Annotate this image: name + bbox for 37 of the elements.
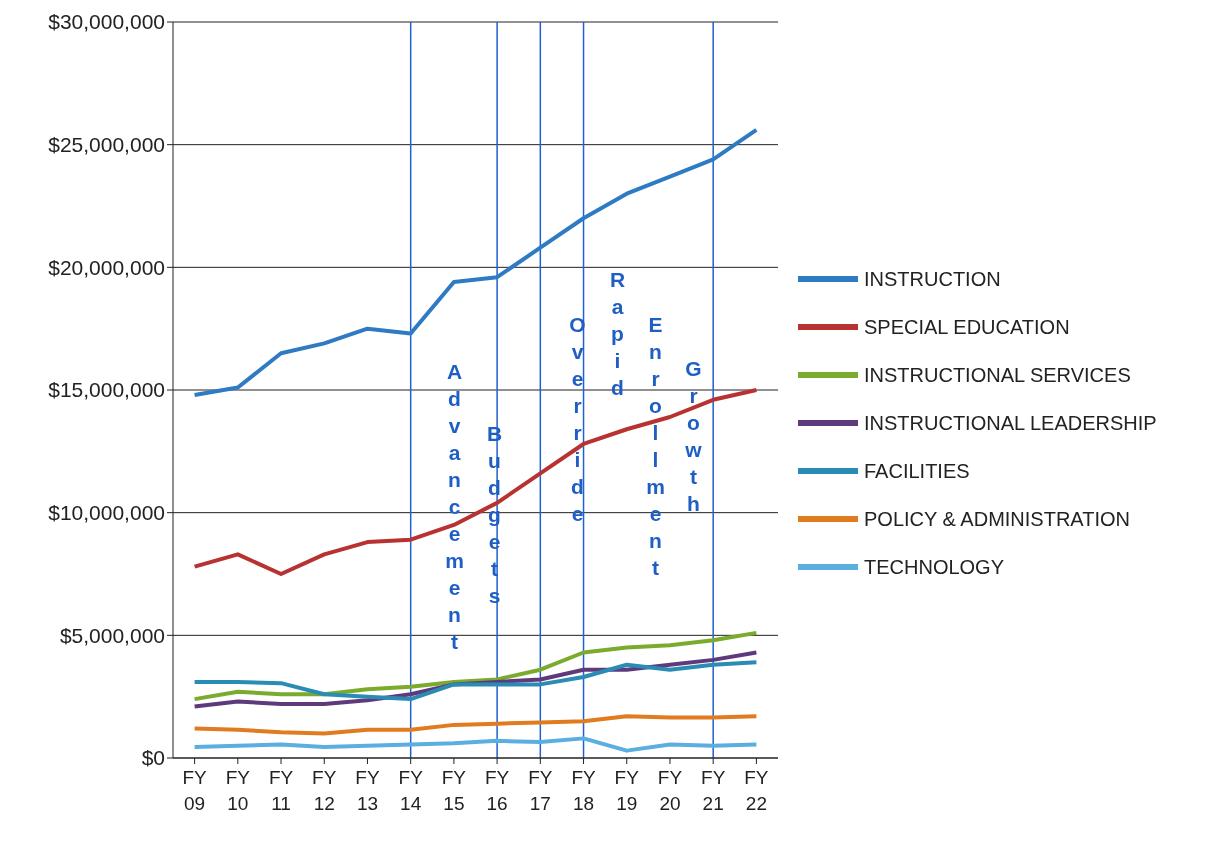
- legend-label: POLICY & ADMINISTRATION: [864, 507, 1130, 531]
- annotation: Growth: [682, 357, 705, 519]
- y-tick-label: $25,000,000: [48, 133, 165, 157]
- x-tick-label: FY 15: [441, 767, 467, 814]
- annotation: Rapid: [606, 268, 629, 403]
- x-tick-label: FY 13: [355, 767, 380, 814]
- legend-label: INSTRUCTIONAL LEADERSHIP: [864, 411, 1157, 435]
- x-tick-label: FY 09: [182, 767, 208, 814]
- x-tick-label: FY 20: [657, 767, 683, 814]
- line-series: [192, 736, 759, 753]
- y-tick-label: $0: [141, 746, 165, 770]
- y-tick-label: $10,000,000: [48, 501, 165, 525]
- y-tick-label: $5,000,000: [59, 623, 165, 647]
- line-series: [192, 660, 759, 702]
- legend-label: SPECIAL EDUCATION: [864, 315, 1070, 339]
- legend-label: TECHNOLOGY: [864, 555, 1005, 579]
- x-tick-label: FY 21: [701, 767, 726, 814]
- annotation: Override: [566, 313, 589, 529]
- line-series: [192, 714, 759, 736]
- legend-label: INSTRUCTION: [864, 267, 1001, 291]
- x-tick-label: FY 19: [614, 767, 640, 814]
- annotation: Enrollment: [644, 313, 667, 583]
- y-tick-label: $15,000,000: [48, 378, 165, 402]
- x-tick-label: FY 12: [312, 767, 337, 814]
- x-tick-label: FY 14: [398, 767, 424, 814]
- legend-label: FACILITIES: [864, 459, 970, 483]
- x-tick-label: FY 22: [744, 767, 769, 814]
- legend-label: INSTRUCTIONAL SERVICES: [864, 363, 1131, 387]
- y-tick-label: $20,000,000: [48, 255, 165, 279]
- annotation: Advancement: [443, 360, 466, 657]
- x-tick-label: FY 16: [484, 767, 510, 814]
- x-tick-label: FY 17: [528, 767, 553, 814]
- x-tick-label: FY 11: [268, 767, 294, 814]
- x-tick-label: FY 18: [571, 767, 596, 814]
- annotation: Budgets: [483, 422, 506, 611]
- x-tick-label: FY 10: [225, 767, 251, 814]
- y-tick-label: $30,000,000: [48, 10, 165, 34]
